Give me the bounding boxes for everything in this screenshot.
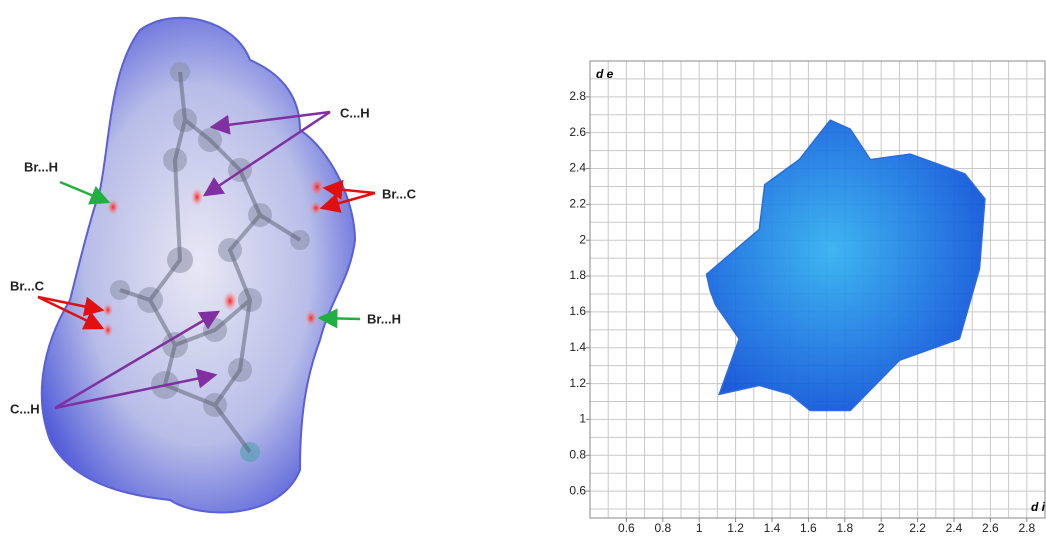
y-tick-label: 0.6 — [569, 483, 586, 497]
contact-label: C...H — [340, 105, 370, 120]
hirshfeld-surface: C...H Br...H Br...C Br...C Br...H C...H — [10, 18, 417, 513]
x-tick-label: 2.2 — [909, 521, 926, 535]
y-tick-label: 1 — [579, 412, 586, 426]
x-tick-label: 2.8 — [1018, 521, 1035, 535]
y-tick-label: 1.8 — [569, 268, 586, 282]
y-tick-label: 2.2 — [569, 197, 586, 211]
y-tick-label: 1.4 — [569, 340, 586, 354]
figure: C...H Br...H Br...C Br...C Br...H C...H … — [0, 0, 1046, 537]
fingerprint-region — [706, 120, 984, 410]
y-tick-label: 2 — [579, 232, 586, 246]
x-tick-label: 2.4 — [946, 521, 963, 535]
y-axis-label: d e — [596, 67, 614, 81]
contact-label: Br...C — [382, 186, 417, 201]
x-tick-label: 2 — [878, 521, 885, 535]
y-tick-label: 2.6 — [569, 125, 586, 139]
y-tick-label: 1.2 — [569, 376, 586, 390]
x-tick-label: 2.6 — [982, 521, 999, 535]
contact-label: Br...C — [10, 278, 45, 293]
y-tick-label: 2.8 — [569, 89, 586, 103]
contact-label: Br...H — [24, 159, 58, 174]
fingerprint-plot: 0.6 0.8 1 1.2 1.4 1.6 1.8 2 2.2 2.4 2.6 2.8 0.6 0.8 1 1… — [569, 61, 1045, 535]
x-tick-label: 0.8 — [654, 521, 671, 535]
contact-label: Br...H — [367, 311, 401, 326]
y-tick-label: 2.4 — [569, 161, 586, 175]
y-tick-label: 0.8 — [569, 447, 586, 461]
y-tick-label: 1.6 — [569, 304, 586, 318]
x-tick-label: 1 — [696, 521, 703, 535]
contact-label: C...H — [10, 401, 40, 416]
x-tick-label: 0.6 — [618, 521, 635, 535]
x-axis-label: d i — [1031, 500, 1046, 514]
x-tick-label: 1.2 — [727, 521, 744, 535]
x-tick-label: 1.6 — [800, 521, 817, 535]
x-tick-label: 1.8 — [836, 521, 853, 535]
x-tick-label: 1.4 — [764, 521, 781, 535]
